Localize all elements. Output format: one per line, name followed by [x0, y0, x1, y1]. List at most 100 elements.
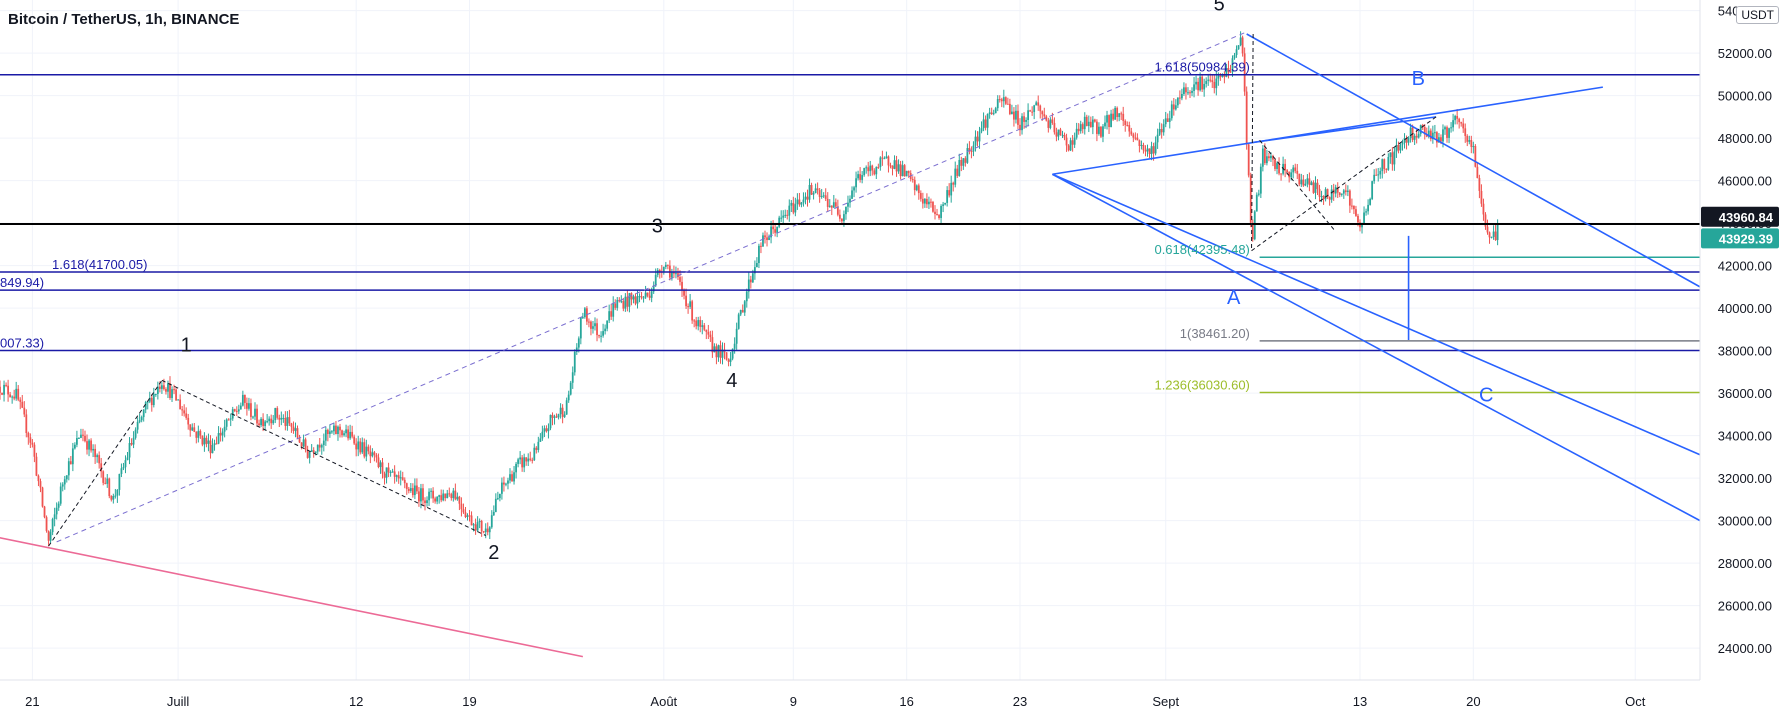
- candle-body: [760, 245, 762, 247]
- candle-body: [5, 384, 7, 386]
- candle-body: [130, 443, 133, 445]
- candle-body: [373, 452, 376, 455]
- candle-body: [875, 166, 878, 175]
- candle-body: [1168, 118, 1171, 122]
- candle-body: [221, 431, 224, 436]
- candle-body: [1272, 155, 1274, 160]
- currency-badge[interactable]: USDT: [1736, 6, 1779, 24]
- candle-body: [1436, 132, 1438, 143]
- candle-body: [505, 483, 507, 485]
- candle-body: [1442, 129, 1444, 142]
- candle-body: [45, 517, 48, 531]
- candle-body: [1280, 173, 1282, 175]
- candle-body: [298, 437, 301, 443]
- candle-body: [480, 520, 483, 532]
- candle-body: [650, 291, 653, 298]
- candle-body: [703, 325, 706, 330]
- candle-body: [1407, 138, 1410, 143]
- candle-body: [596, 323, 598, 336]
- candle-body: [1116, 107, 1119, 118]
- candle-body: [365, 446, 368, 457]
- candle-body: [1089, 121, 1092, 128]
- candle-body: [1156, 134, 1159, 143]
- candle-body: [867, 167, 870, 172]
- candle-body: [1438, 137, 1440, 143]
- candle-body: [213, 443, 216, 446]
- candle-body: [1098, 126, 1100, 134]
- candle-body: [879, 157, 882, 168]
- candle-body: [1452, 120, 1454, 128]
- candle-body: [1288, 171, 1291, 178]
- y-tick-label: 52000.00: [1718, 46, 1772, 61]
- candle-body: [1320, 196, 1323, 198]
- candle-body: [594, 323, 596, 327]
- candle-body: [881, 157, 884, 159]
- candle-body: [1464, 128, 1467, 136]
- candle-body: [229, 418, 232, 420]
- wave-dashed-line: [1259, 139, 1337, 232]
- candle-body: [778, 217, 781, 227]
- candle-body: [401, 477, 404, 480]
- candle-body: [1073, 137, 1076, 145]
- candle-body: [165, 389, 167, 392]
- candle-body: [838, 214, 841, 219]
- candle-body: [41, 487, 44, 507]
- candle-body: [1383, 159, 1386, 170]
- candle-body: [1278, 163, 1280, 174]
- candle-body: [553, 416, 556, 418]
- candle-body: [363, 442, 366, 457]
- candle-body: [1077, 128, 1080, 132]
- candle-body: [1154, 142, 1157, 154]
- candle-body: [1353, 205, 1355, 210]
- candle-body: [1063, 134, 1066, 138]
- candle-body: [964, 158, 967, 163]
- candle-body: [549, 414, 552, 429]
- candle-body: [237, 409, 240, 412]
- candle-body: [1144, 150, 1147, 152]
- candle-body: [1172, 104, 1175, 110]
- candle-body: [169, 383, 171, 398]
- candle-body: [59, 486, 62, 504]
- candle-body: [551, 414, 554, 418]
- candle-body: [171, 389, 173, 398]
- candle-body: [972, 145, 975, 152]
- candle-body: [832, 202, 835, 208]
- candle-body: [511, 474, 513, 482]
- candle-body: [195, 431, 198, 438]
- candle-body: [1389, 152, 1392, 157]
- candle-body: [509, 474, 511, 481]
- candle-body: [620, 301, 623, 303]
- candle-body: [1381, 159, 1384, 172]
- candle-body: [337, 426, 339, 435]
- candle-body: [1035, 102, 1038, 106]
- candle-body: [786, 214, 789, 216]
- candle-body: [377, 457, 380, 468]
- candle-body: [1140, 144, 1143, 146]
- candle-body: [308, 451, 311, 458]
- candle-body: [39, 481, 42, 488]
- candle-body: [104, 482, 107, 484]
- candle-body: [395, 475, 398, 477]
- candle-body: [1251, 222, 1254, 240]
- candle-body: [1025, 119, 1027, 122]
- candle-body: [628, 293, 631, 307]
- candle-body: [968, 148, 971, 152]
- candle-body: [1310, 182, 1313, 185]
- x-tick-label: Juill: [167, 694, 190, 709]
- x-tick-label: 9: [790, 694, 797, 709]
- candle-body: [1357, 215, 1359, 223]
- wave-label: 4: [726, 370, 737, 392]
- fib-label: 1.618(50984.39): [1154, 60, 1249, 75]
- price-badge-label: 43960.84: [1719, 210, 1774, 225]
- candle-body: [1391, 152, 1394, 165]
- candle-body: [290, 423, 293, 427]
- candle-body: [31, 442, 34, 445]
- candle-body: [822, 195, 825, 197]
- candle-body: [458, 496, 461, 504]
- candle-body: [177, 399, 179, 401]
- candle-body: [992, 113, 995, 115]
- candle-body: [523, 457, 526, 468]
- candle-body: [699, 320, 702, 327]
- candle-body: [197, 430, 200, 438]
